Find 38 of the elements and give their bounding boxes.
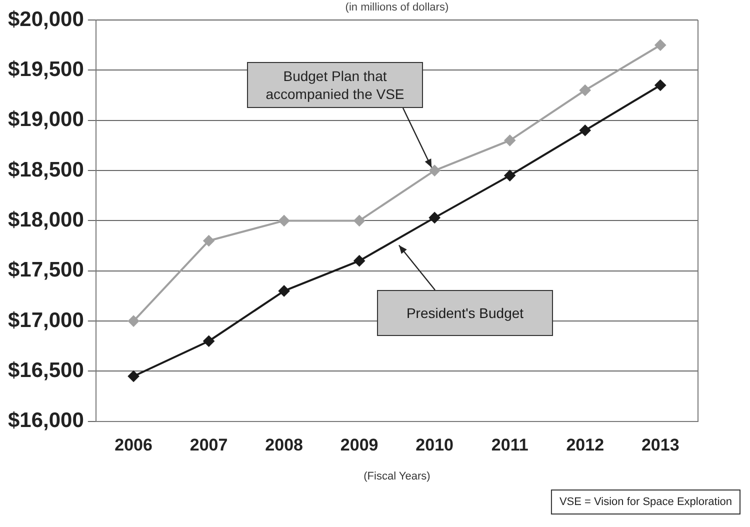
text: VSE = Vision for Space Exploration — [559, 496, 732, 508]
point — [429, 165, 440, 176]
x-tick-label: 2012 — [566, 435, 604, 454]
x-tick-label: 2010 — [416, 435, 454, 454]
point — [504, 170, 516, 182]
point — [128, 316, 140, 327]
y-tick-label: $19,000 — [8, 108, 84, 132]
callout-box: Budget Plan that accompanied the VSE — [247, 62, 423, 108]
callout-box: President's Budget — [377, 290, 553, 336]
point — [128, 370, 140, 382]
chart-subtitle: (in millions of dollars) — [345, 2, 449, 14]
x-tick-label: 2009 — [340, 435, 378, 454]
point — [580, 124, 591, 136]
point — [354, 215, 365, 226]
x-tick-label: 2006 — [114, 435, 152, 454]
x-tick-label: 2011 — [491, 435, 528, 454]
y-tick-label: $17,000 — [8, 308, 84, 332]
point — [504, 134, 516, 146]
y-tick-label: $17,500 — [8, 258, 84, 282]
point — [203, 336, 214, 347]
y-tick-label: $18,000 — [8, 208, 84, 232]
y-tick-label: $16,000 — [8, 409, 84, 432]
point — [278, 285, 290, 296]
y-tick-label: $16,500 — [8, 359, 84, 382]
point — [429, 212, 440, 224]
point — [580, 84, 591, 96]
x-tick-label: 2008 — [265, 435, 303, 454]
y-tick-label: $20,000 — [8, 8, 84, 31]
point — [278, 215, 290, 226]
y-tick-label: $19,500 — [8, 58, 84, 81]
point — [654, 80, 666, 91]
point — [654, 40, 666, 51]
point — [203, 235, 214, 246]
y-tick-label: $18,500 — [8, 158, 84, 182]
x-tick-label: 2007 — [190, 435, 228, 454]
x-axis-title: (Fiscal Years) — [364, 470, 430, 482]
point — [354, 255, 365, 266]
x-tick-label: 2013 — [641, 435, 680, 454]
